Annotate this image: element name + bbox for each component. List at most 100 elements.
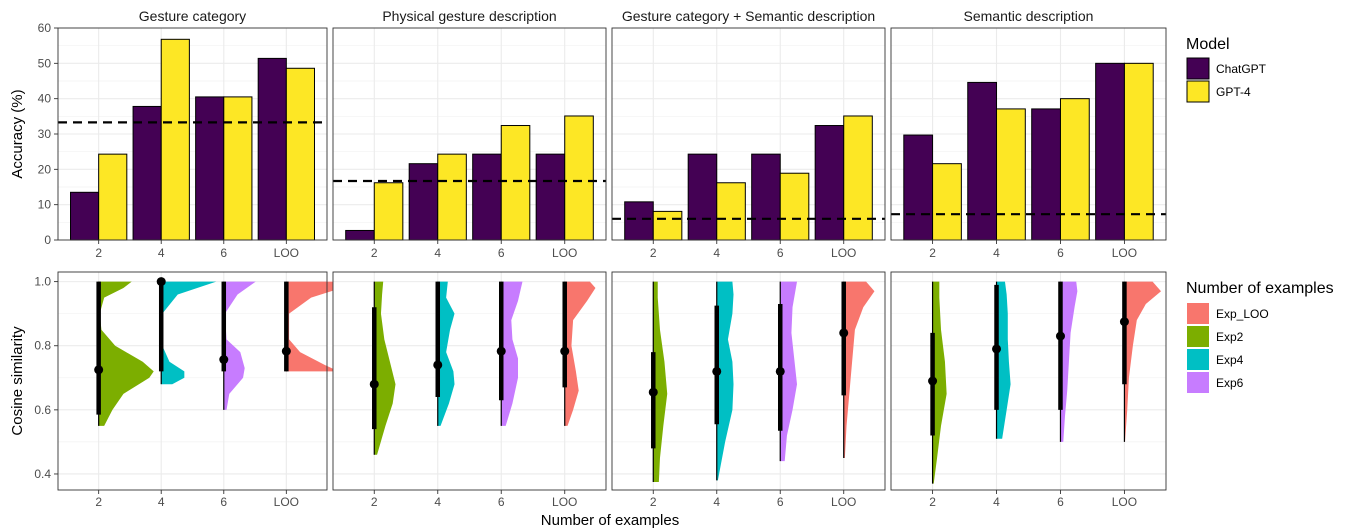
panel-title: Physical gesture description <box>382 8 556 24</box>
median-point <box>433 360 443 370</box>
violin-panel-1: 2 4 6 LOO <box>57 271 342 509</box>
violin-panel-4: 2 4 6 LOO <box>890 271 1167 509</box>
violin-Exp6 <box>780 281 798 462</box>
violin-Exp6 <box>501 281 523 426</box>
bar-ChatGPT-4 <box>132 105 162 241</box>
legend-label: GPT-4 <box>1216 85 1251 99</box>
bar-ChatGPT-2 <box>624 201 654 241</box>
median-point <box>156 277 166 287</box>
legend-model: Model ChatGPT GPT-4 <box>1186 36 1267 103</box>
violin-Exp6 <box>223 281 256 410</box>
legend-key <box>1186 80 1210 103</box>
x-tick-label: 2 <box>371 246 378 260</box>
median-point <box>648 387 658 397</box>
bar-ChatGPT-LOO <box>535 153 566 241</box>
bar-ChatGPT-LOO <box>814 125 845 241</box>
bar-ChatGPT-6 <box>751 153 781 241</box>
bar-panel-2: Physical gesture description 2 4 6 LOO <box>332 8 607 260</box>
x-tick-label: 4 <box>713 495 720 509</box>
x-tick-label: 2 <box>929 246 936 260</box>
legend-examples: Number of examples Exp_LOO Exp2 Exp4 Exp6 <box>1186 280 1334 393</box>
legend-title: Number of examples <box>1186 280 1334 297</box>
x-tick-label: 2 <box>371 495 378 509</box>
legend-title: Model <box>1186 36 1230 53</box>
bar-GPT-4-6 <box>223 96 253 241</box>
x-tick-label: 4 <box>434 495 441 509</box>
bar-panel-4: Semantic description 2 4 6 LOO <box>890 8 1167 260</box>
violin-Exp4 <box>996 281 1011 439</box>
violin-Exp4 <box>437 281 455 426</box>
bar-GPT-4-2 <box>98 153 128 241</box>
violin-Exp_LOO <box>843 281 875 458</box>
legend-label: Exp_LOO <box>1216 307 1269 321</box>
bar-GPT-4-LOO <box>843 115 873 241</box>
median-point <box>219 355 229 365</box>
bar-ChatGPT-2 <box>70 191 100 241</box>
median-point <box>496 346 506 356</box>
y-tick-label: 20 <box>38 162 52 176</box>
bar-panel-3: Gesture category + Semantic description 2… <box>611 8 886 260</box>
bar-GPT-4-6 <box>500 125 531 241</box>
bar-GPT-4-2 <box>373 182 404 241</box>
bar-GPT-4-2 <box>652 210 683 241</box>
violin-panel-3: 2 4 6 LOO <box>611 271 886 509</box>
panel-border <box>332 271 607 491</box>
bar-GPT-4-4 <box>716 182 746 241</box>
violin-panel-2: 2 4 6 LOO <box>332 271 607 509</box>
panel-border <box>57 271 328 491</box>
x-tick-label: 4 <box>158 495 165 509</box>
y-tick-label: 0.4 <box>34 467 51 481</box>
panel-title: Semantic description <box>964 8 1094 24</box>
y-axis-label-cosine: Cosine similarity <box>9 326 26 436</box>
x-tick-label: 6 <box>1057 495 1064 509</box>
bar-ChatGPT-LOO <box>257 57 287 241</box>
x-tick-label: 6 <box>498 495 505 509</box>
median-point <box>839 328 849 338</box>
bar-GPT-4-4 <box>437 153 467 241</box>
x-tick-label: LOO <box>274 495 299 509</box>
y-tick-label: 1.0 <box>34 275 51 289</box>
x-tick-label: 6 <box>777 495 784 509</box>
legend-label: ChatGPT <box>1216 62 1267 76</box>
bar-GPT-4-6 <box>779 172 810 241</box>
bar-ChatGPT-6 <box>472 153 502 241</box>
y-tick-label: 0.8 <box>34 339 51 353</box>
bar-ChatGPT-2 <box>903 134 934 241</box>
legend-key <box>1187 326 1209 347</box>
x-tick-label: 2 <box>650 495 657 509</box>
median-point <box>94 365 104 375</box>
violin-Exp_LOO <box>286 281 342 372</box>
bar-GPT-4-4 <box>996 108 1026 241</box>
median-point <box>369 379 379 389</box>
violin-Exp2 <box>932 281 947 484</box>
legend-key <box>1186 57 1210 80</box>
panel-border <box>890 27 1167 241</box>
bar-GPT-4-2 <box>932 163 962 241</box>
x-tick-label: LOO <box>831 246 856 260</box>
x-tick-label: 2 <box>929 495 936 509</box>
x-tick-label: 2 <box>650 246 657 260</box>
bar-ChatGPT-6 <box>195 96 225 241</box>
bar-ChatGPT-2 <box>345 229 375 241</box>
panel-title: Gesture category <box>139 8 246 24</box>
median-point <box>281 346 291 356</box>
y-axis-label-accuracy: Accuracy (%) <box>9 89 26 178</box>
y-tick-label: 10 <box>38 198 52 212</box>
bar-ChatGPT-4 <box>687 153 718 241</box>
y-tick-label: 30 <box>38 127 52 141</box>
x-tick-label: 6 <box>777 246 784 260</box>
violin-Exp6 <box>1060 281 1078 442</box>
median-point <box>1119 317 1129 327</box>
x-tick-label: 2 <box>95 495 102 509</box>
panel-border <box>611 271 886 491</box>
bar-ChatGPT-4 <box>408 163 439 241</box>
violin-Exp2 <box>653 281 668 482</box>
panel-border <box>890 271 1167 491</box>
median-point <box>992 344 1002 354</box>
x-tick-label: 6 <box>1057 246 1064 260</box>
violin-Exp_LOO <box>564 281 596 426</box>
median-point <box>775 366 785 376</box>
x-tick-label: LOO <box>831 495 856 509</box>
x-tick-label: LOO <box>552 246 577 260</box>
